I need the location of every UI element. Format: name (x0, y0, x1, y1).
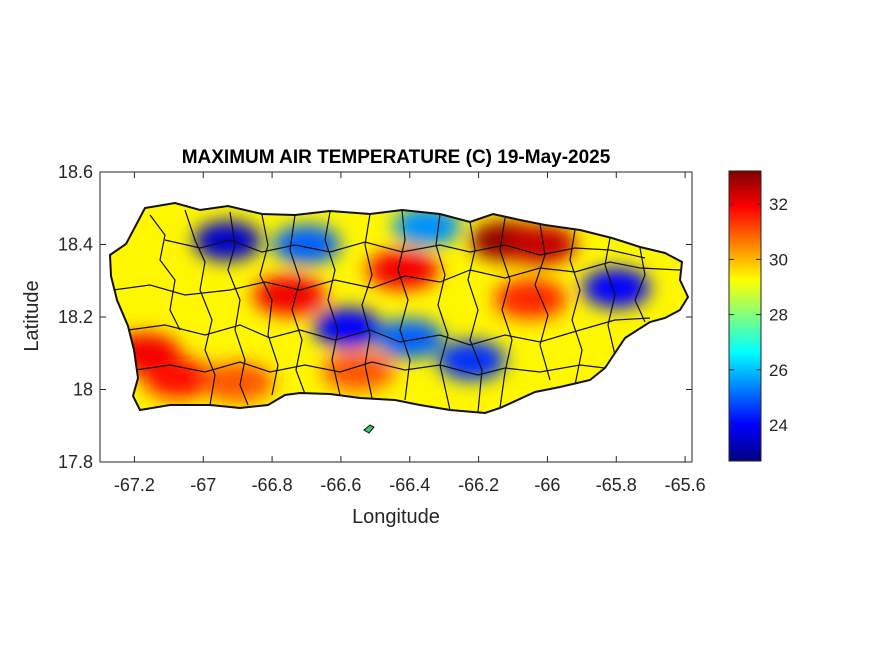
hot-spot (143, 358, 216, 399)
municipality-borders (112, 209, 681, 413)
hot-spot (494, 278, 567, 319)
y-tick-label: 18.4 (58, 235, 93, 255)
colorbar-tick-label: 28 (769, 306, 788, 325)
cold-spot (272, 224, 341, 265)
cold-spot (375, 318, 444, 359)
x-tick-label: -65.8 (596, 475, 637, 495)
cold-spot (313, 307, 382, 348)
small-island (363, 424, 375, 434)
x-axis-ticks: -67.2 -67 -66.8 -66.6 -66.4 -66.2 -66 -65.8 -65.… (114, 172, 706, 495)
y-axis-label: Latitude (21, 280, 43, 351)
x-tick-label: -66.6 (320, 475, 361, 495)
colorbar (728, 170, 762, 462)
y-tick-label: 17.8 (58, 452, 93, 472)
cold-spot (437, 340, 506, 381)
x-axis-label: Longitude (352, 506, 440, 528)
colorbar-tick-label: 32 (769, 195, 788, 214)
x-tick-label: -66 (534, 475, 560, 495)
y-tick-label: 18.2 (58, 307, 93, 327)
y-tick-label: 18.6 (58, 162, 93, 182)
colorbar-ticks: 24 26 28 30 32 (729, 195, 788, 435)
chart-title: MAXIMUM AIR TEMPERATURE (C) 19-May-2025 (182, 147, 611, 168)
hot-spot (201, 362, 274, 403)
x-tick-label: -67.2 (114, 475, 155, 495)
cold-spot (392, 206, 461, 247)
x-tick-label: -67 (190, 475, 216, 495)
hot-spot (322, 351, 395, 392)
colorbar-tick-label: 26 (769, 361, 788, 380)
colorbar-tick-label: 24 (769, 416, 788, 435)
x-tick-label: -65.6 (665, 475, 706, 495)
cold-spot (582, 268, 651, 308)
colorbar-tick-label: 30 (769, 250, 788, 269)
x-tick-label: -66.8 (252, 475, 293, 495)
y-tick-label: 18 (73, 380, 93, 400)
hot-spot (366, 249, 439, 290)
hot-spot (253, 275, 326, 316)
x-tick-label: -66.4 (389, 475, 430, 495)
y-axis-ticks: 17.8 18 18.2 18.4 18.6 (58, 162, 692, 472)
x-tick-label: -66.2 (458, 475, 499, 495)
hot-spot (504, 224, 577, 265)
